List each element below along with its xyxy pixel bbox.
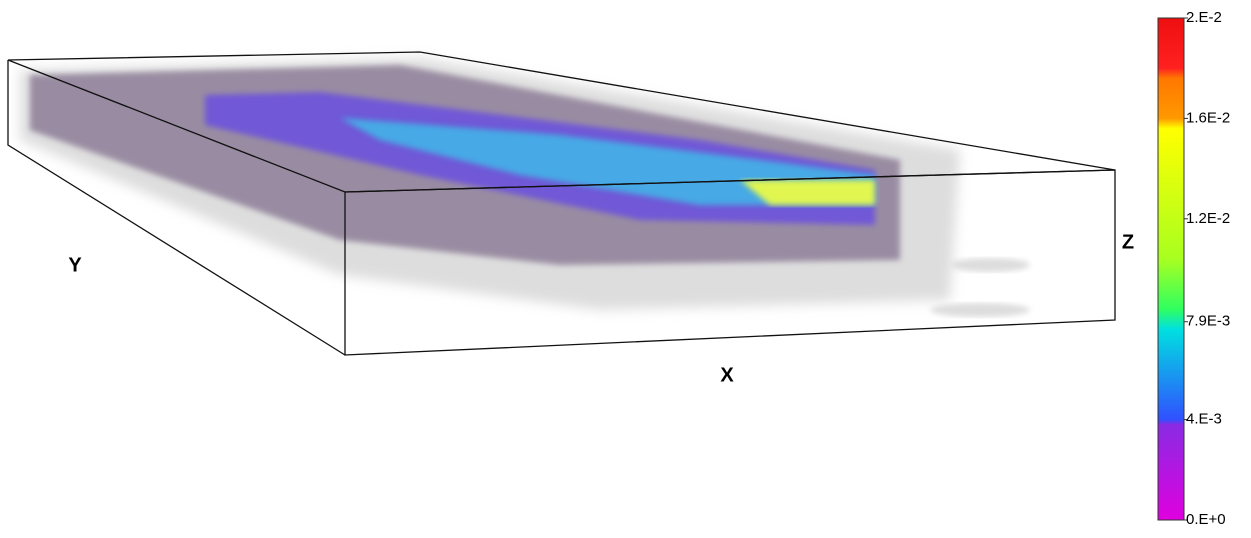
x-axis-label: X [720, 364, 734, 386]
colorbar-tick-label: 4.E-3 [1186, 411, 1222, 428]
colorbar-tick-label: 1.2E-2 [1186, 210, 1230, 227]
colorbar-tick-label: 0.E+0 [1186, 511, 1226, 528]
colorbar [1158, 18, 1184, 520]
visualization: Y X Z 0.E+0 4.E-3 7.9E-3 1.2E-2 1.6E-2 2.E-2 [0, 0, 1251, 533]
y-axis-label: Y [68, 254, 82, 276]
z-axis-label: Z [1122, 231, 1134, 253]
colorbar-tick-label: 2.E-2 [1186, 9, 1222, 26]
colorbar-tick-label: 7.9E-3 [1186, 313, 1230, 330]
colorbar-tick-label: 1.6E-2 [1186, 109, 1230, 126]
